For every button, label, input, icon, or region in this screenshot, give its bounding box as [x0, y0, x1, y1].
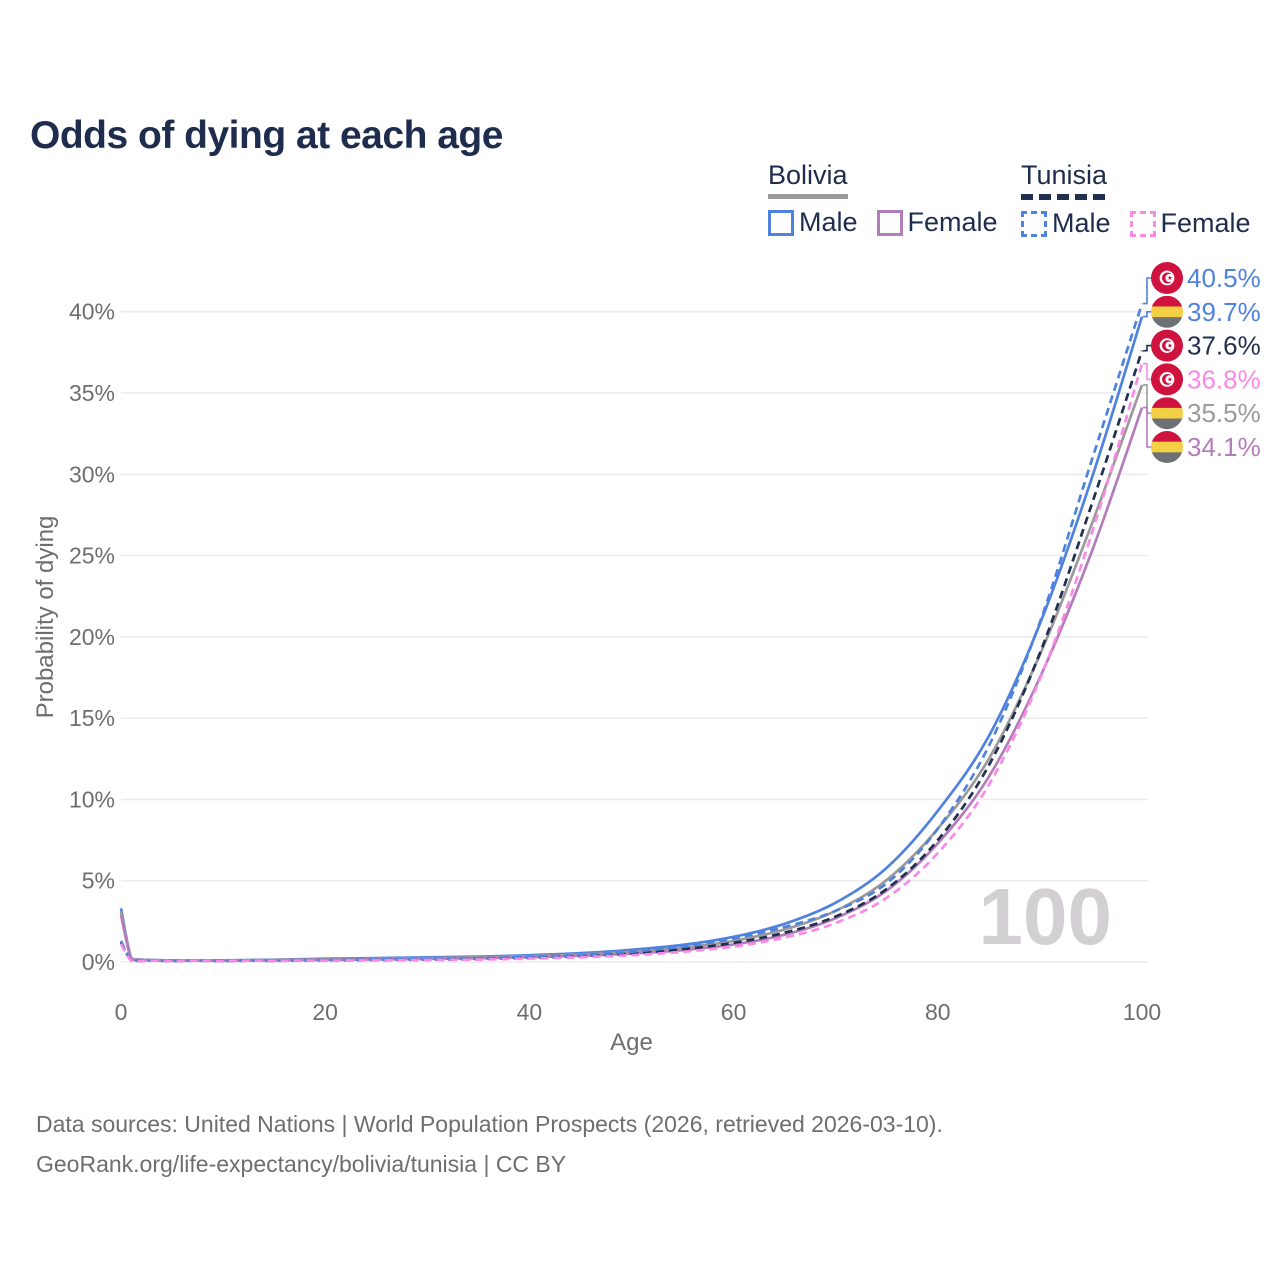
end-value-label: 35.5%: [1187, 398, 1261, 428]
end-value-label: 40.5%: [1187, 263, 1261, 293]
x-tick-label: 20: [312, 999, 338, 1025]
tunisia-flag-icon: [1151, 262, 1183, 294]
y-tick-label: 15%: [69, 705, 115, 731]
bolivia-flag-icon: [1151, 431, 1183, 463]
series-bolivia-male[interactable]: [119, 316, 1144, 962]
series-tunisia-female[interactable]: [119, 363, 1144, 963]
legend-bolivia-female-label[interactable]: Female: [907, 207, 998, 237]
bolivia-male-swatch-icon[interactable]: [768, 209, 794, 236]
data-sources-line: Data sources: United Nations | World Pop…: [36, 1111, 943, 1137]
y-tick-label: 30%: [69, 461, 115, 487]
legend-tunisia-male-label[interactable]: Male: [1052, 208, 1111, 238]
end-value-label: 37.6%: [1187, 331, 1261, 361]
legend-tunisia-title[interactable]: Tunisia: [1021, 160, 1108, 190]
bolivia-flag-icon: [1151, 295, 1183, 328]
attribution-line: GeoRank.org/life-expectancy/bolivia/tuni…: [36, 1151, 567, 1177]
series-tunisia-male[interactable]: [119, 303, 1144, 963]
bolivia-flag-icon: [1151, 397, 1183, 430]
y-tick-label: 20%: [69, 624, 115, 650]
y-tick-label: 10%: [69, 786, 115, 812]
x-tick-label: 80: [925, 999, 951, 1025]
label-connector: [1143, 311, 1152, 318]
end-value-label: 36.8%: [1187, 364, 1261, 394]
tunisia-flag-icon: [1151, 329, 1183, 362]
x-tick-label: 0: [115, 999, 128, 1025]
page-title: Odds of dying at each age: [30, 114, 503, 158]
end-label-tunisia-male: 40.5%: [1143, 262, 1261, 305]
x-axis-title: Age: [610, 1029, 653, 1056]
label-connector: [1143, 277, 1152, 305]
footer: Data sources: United Nations | World Pop…: [36, 1104, 943, 1184]
legend-group-bolivia: Bolivia Male Female: [768, 160, 998, 238]
age-watermark: 100: [979, 872, 1112, 961]
label-connector: [1143, 384, 1152, 414]
end-value-label: 34.1%: [1187, 432, 1261, 462]
y-tick-label: 5%: [82, 868, 115, 894]
tunisia-flag-icon: [1151, 363, 1183, 396]
x-tick-label: 60: [721, 999, 747, 1025]
legend-bolivia-male-label[interactable]: Male: [799, 207, 858, 237]
end-label-tunisia-female: 36.8%: [1143, 362, 1261, 396]
legend-bolivia-title[interactable]: Bolivia: [768, 160, 848, 190]
label-connector: [1143, 362, 1152, 381]
legend-tunisia-female-label[interactable]: Female: [1160, 208, 1251, 238]
x-tick-label: 100: [1123, 999, 1161, 1025]
label-connector: [1143, 406, 1152, 448]
legend-group-tunisia: Tunisia Male Female: [1021, 160, 1251, 239]
tunisia-dashed-line-swatch: [1021, 194, 1105, 200]
label-connector: [1143, 344, 1152, 352]
end-label-bolivia-female: 34.1%: [1143, 406, 1261, 463]
end-label-bolivia-male: 39.7%: [1143, 295, 1261, 328]
end-label-tunisia-both: 37.6%: [1143, 329, 1261, 362]
y-tick-label: 0%: [82, 949, 115, 975]
bolivia-female-swatch-icon[interactable]: [876, 209, 903, 236]
series-tunisia-both[interactable]: [119, 350, 1144, 963]
tunisia-male-swatch-icon[interactable]: [1021, 210, 1047, 237]
x-tick-label: 40: [517, 999, 543, 1025]
tunisia-female-swatch-icon[interactable]: [1129, 210, 1156, 237]
end-value-label: 39.7%: [1187, 297, 1261, 327]
y-tick-label: 25%: [69, 543, 115, 569]
y-axis-title: Probability of dying: [32, 515, 59, 719]
bolivia-solid-line-swatch: [768, 194, 848, 199]
end-label-bolivia-both: 35.5%: [1143, 384, 1261, 430]
y-tick-label: 35%: [69, 380, 115, 406]
y-tick-label: 40%: [69, 299, 115, 325]
